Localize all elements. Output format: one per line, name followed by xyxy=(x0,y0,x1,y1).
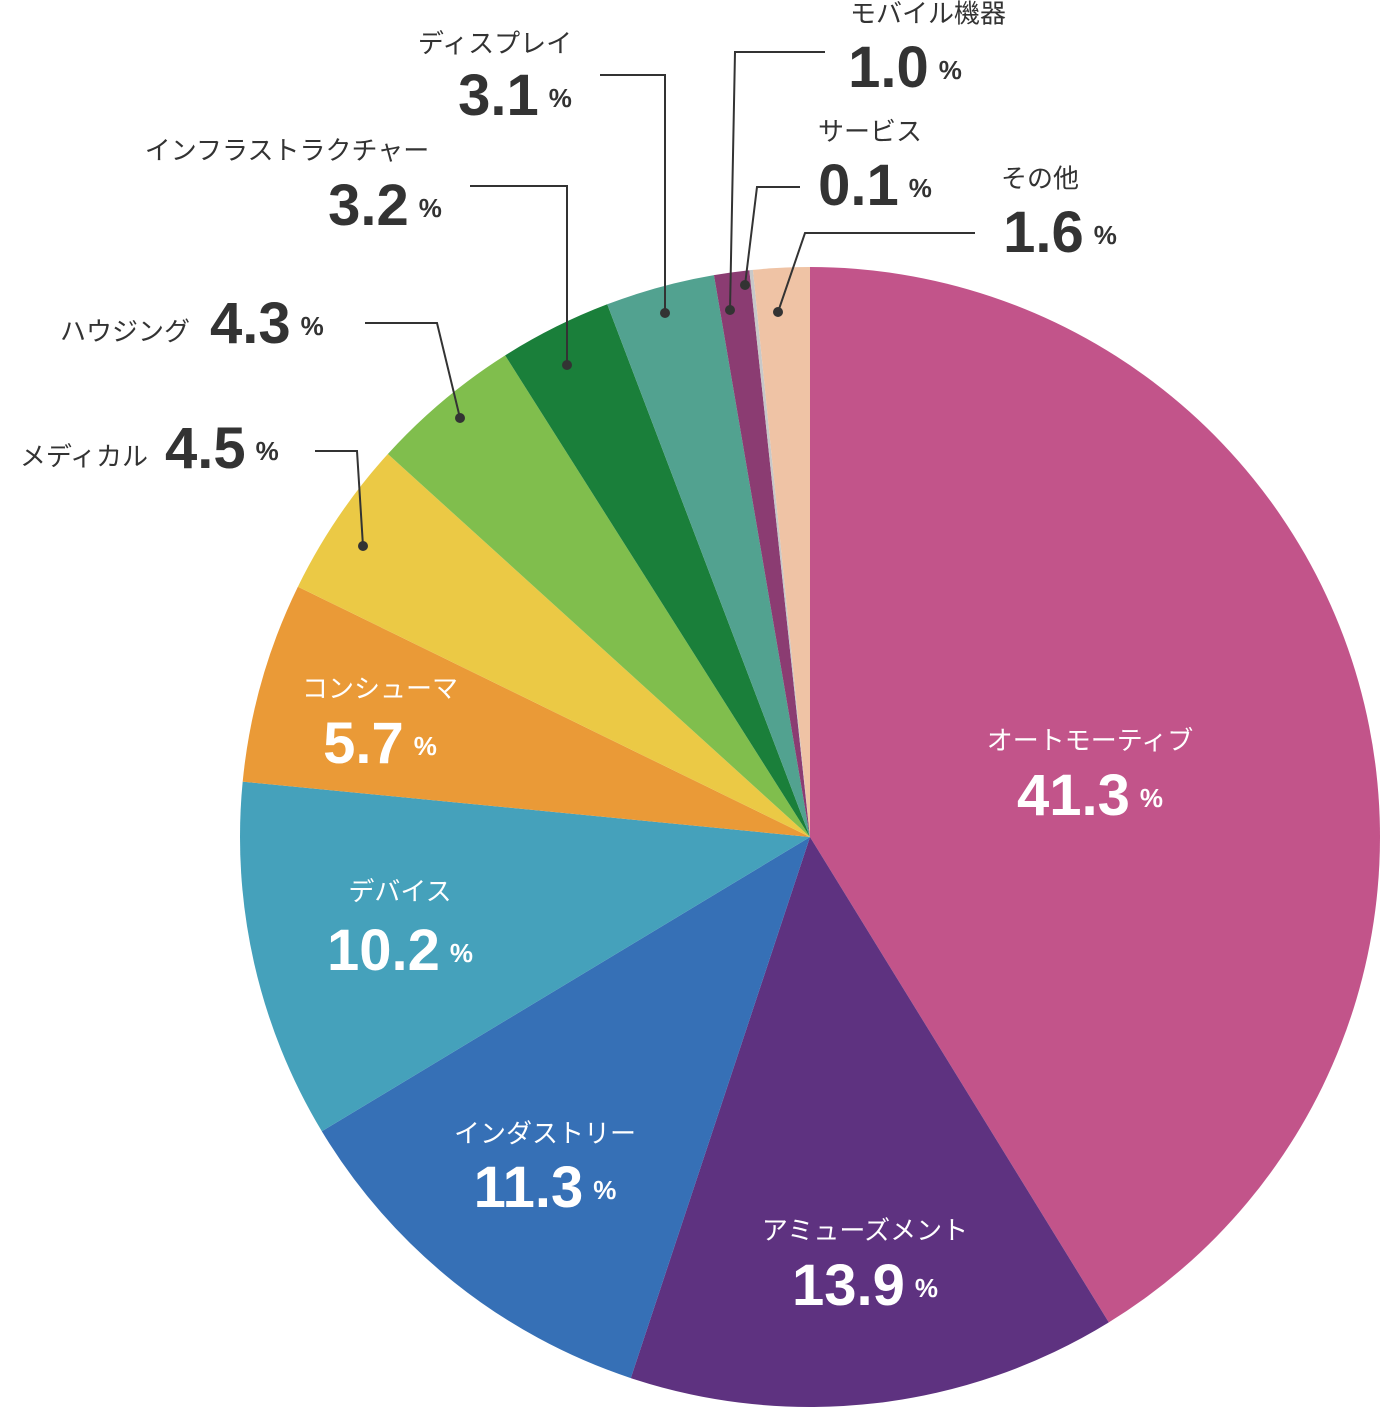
value-unit: % xyxy=(1140,783,1163,813)
value-label: 4.3 xyxy=(210,291,291,356)
pie-slice xyxy=(387,355,810,837)
slice-name: コンシューマ xyxy=(302,675,458,705)
leader-line xyxy=(729,51,825,311)
value-label: 4.5 xyxy=(165,416,246,481)
slice-name: デバイス xyxy=(348,878,451,908)
slice-value: 41.3% xyxy=(1017,763,1163,828)
slice-name: ハウジング xyxy=(60,318,190,348)
pie-slice xyxy=(505,304,810,837)
slice-value: 1.0% xyxy=(848,35,962,100)
pie-slice xyxy=(752,267,810,837)
slice-value: 3.1% xyxy=(458,63,572,128)
leader-line xyxy=(744,186,800,286)
leader-dot xyxy=(660,308,670,318)
slice-name: アミューズメント xyxy=(762,1217,968,1247)
pie-slice xyxy=(713,270,810,837)
pie-slice xyxy=(749,269,810,837)
pie-slice xyxy=(242,586,810,837)
value-unit: % xyxy=(593,1175,616,1205)
leader-line xyxy=(315,450,364,547)
value-label: 3.2 xyxy=(328,173,409,238)
leader-dot xyxy=(773,307,783,317)
value-unit: % xyxy=(414,731,437,761)
value-unit: % xyxy=(450,938,473,968)
value-label: 13.9 xyxy=(792,1253,905,1318)
leader-dot xyxy=(455,413,465,423)
pie-slice xyxy=(607,275,810,837)
value-label: 5.7 xyxy=(323,711,404,776)
slice-name: その他 xyxy=(1001,165,1079,195)
pie-slice xyxy=(297,454,810,837)
value-unit: % xyxy=(549,83,572,113)
slice-value: 3.2% xyxy=(328,173,442,238)
value-label: 1.0 xyxy=(848,35,929,100)
leader-dot xyxy=(725,305,735,315)
leader-dot xyxy=(358,541,368,551)
slice-value: 13.9% xyxy=(792,1253,938,1318)
value-unit: % xyxy=(1094,220,1117,250)
slice-name: メディカル xyxy=(20,443,148,473)
slice-value: 5.7% xyxy=(323,711,437,776)
value-unit: % xyxy=(301,311,324,341)
leader-line xyxy=(470,185,568,365)
leader-dot xyxy=(562,360,572,370)
value-label: 0.1 xyxy=(818,153,899,218)
leader-line xyxy=(777,232,975,313)
pie-slice xyxy=(239,781,810,1132)
slice-value: 4.5% xyxy=(165,416,279,481)
slice-value: 1.6% xyxy=(1003,200,1117,265)
value-label: 1.6 xyxy=(1003,200,1084,265)
pie-slice xyxy=(810,267,1380,1323)
value-unit: % xyxy=(939,55,962,85)
leader-line xyxy=(365,322,461,419)
slice-value: 10.2% xyxy=(327,918,473,983)
value-label: 11.3 xyxy=(474,1155,584,1220)
slice-name: オートモーティブ xyxy=(987,727,1193,757)
value-unit: % xyxy=(256,436,279,466)
leader-line xyxy=(600,74,666,313)
value-unit: % xyxy=(909,173,932,203)
value-label: 3.1 xyxy=(458,63,539,128)
slice-name: サービス xyxy=(818,118,922,148)
value-label: 10.2 xyxy=(327,918,440,983)
value-label: 41.3 xyxy=(1017,763,1130,828)
slice-name: モバイル機器 xyxy=(850,0,1006,30)
slice-value: 11.3% xyxy=(474,1155,617,1220)
pie-slice xyxy=(630,837,1109,1407)
value-unit: % xyxy=(915,1273,938,1303)
slice-value: 0.1% xyxy=(818,153,932,218)
leader-dot xyxy=(740,280,750,290)
pie-slice xyxy=(321,837,810,1379)
slice-name: ディスプレイ xyxy=(418,30,572,60)
slice-name: インダストリー xyxy=(454,1120,636,1150)
slice-name: インフラストラクチャー xyxy=(145,137,429,167)
slice-value: 4.3% xyxy=(210,291,324,356)
value-unit: % xyxy=(419,193,442,223)
